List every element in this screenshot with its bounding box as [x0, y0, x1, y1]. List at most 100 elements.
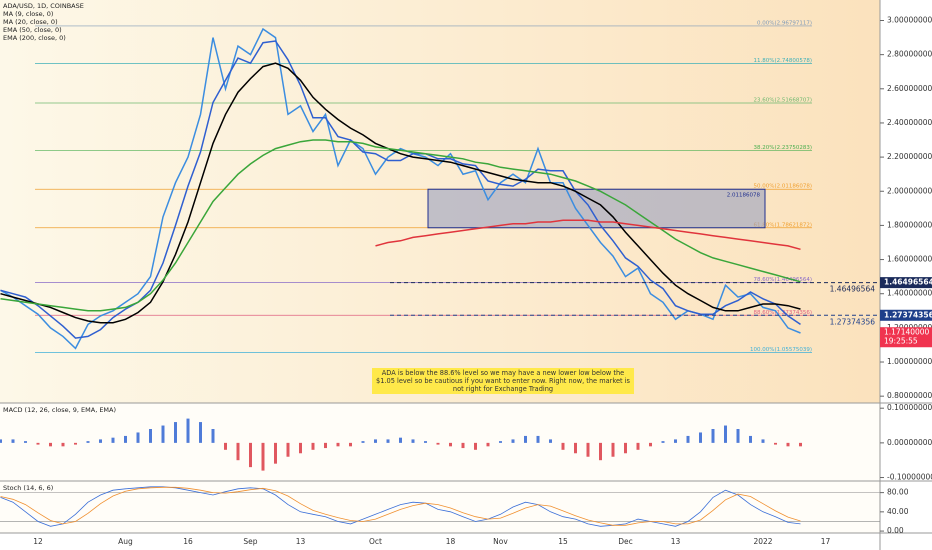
price-tag-label: 1.27374356	[884, 310, 932, 319]
histogram-bar	[274, 442, 277, 464]
y-tick-label: 2.00000000	[887, 186, 932, 195]
x-tick-label: Nov	[493, 537, 508, 546]
level-label: 1.46496564	[830, 285, 876, 294]
histogram-bar	[686, 435, 690, 443]
series-line	[0, 62, 801, 324]
series-line	[375, 219, 801, 251]
price-tag	[880, 277, 932, 289]
histogram-bar	[36, 442, 40, 445]
y-tick-label: 0.80000000	[887, 391, 932, 400]
fib-label: 0.00%(2.96797117)	[757, 20, 812, 26]
fib-label: 61.80%(1.78621872)	[753, 222, 812, 228]
x-tick-label: 16	[183, 537, 193, 546]
histogram-bar	[124, 435, 127, 443]
histogram-bar	[111, 437, 115, 443]
histogram-bar	[611, 442, 615, 457]
x-tick-label: 17	[821, 537, 831, 546]
legend-entry: ADA/USD, 1D, COINBASE	[3, 2, 84, 10]
y-tick-label: 80.00	[887, 488, 909, 497]
histogram-bar	[261, 442, 265, 471]
histogram-bar	[424, 441, 427, 443]
y-tick-label: -0.10000000	[887, 473, 932, 482]
x-tick-label: Oct	[369, 537, 382, 546]
legend-entry: MA (20, close, 0)	[3, 18, 58, 26]
y-tick-label: 2.60000000	[887, 84, 932, 93]
fib-label: 78.60%(1.46496564)	[753, 277, 812, 283]
price-tag-label: 1.17140000	[884, 328, 930, 337]
histogram-bar	[749, 435, 752, 443]
x-tick-label: 18	[446, 537, 456, 546]
histogram-bar	[436, 442, 440, 445]
histogram-bar	[374, 439, 377, 443]
histogram-bar	[0, 439, 2, 443]
fib-label: 100.00%(1.05575039)	[750, 347, 812, 353]
histogram-bar	[774, 442, 777, 445]
histogram-bar	[174, 422, 177, 443]
histogram-bar	[536, 435, 540, 443]
histogram-bar	[786, 442, 790, 447]
histogram-bar	[149, 429, 152, 443]
histogram-bar	[674, 439, 677, 443]
x-tick-label: Dec	[618, 537, 633, 546]
series-line	[0, 27, 801, 350]
y-tick-label: 2.40000000	[887, 118, 932, 127]
legend-entry: EMA (200, close, 0)	[3, 34, 66, 42]
legend-entry: MA (9, close, 0)	[3, 10, 53, 18]
x-tick-label: 13	[296, 537, 306, 546]
fib-label: 50.00%(2.01186078)	[753, 184, 812, 190]
histogram-bar	[386, 439, 390, 443]
pane-title: MACD (12, 26, close, 9, EMA, EMA)	[3, 406, 116, 414]
fib-label: 11.80%(2.74800578)	[753, 58, 812, 64]
histogram-bar	[761, 439, 765, 443]
histogram-bar	[736, 429, 740, 443]
fib-label: 38.20%(2.23750283)	[753, 145, 812, 151]
y-tick-label: 1.60000000	[887, 255, 932, 264]
y-tick-label: 0.10000000	[887, 403, 932, 412]
x-tick-label: 13	[671, 537, 681, 546]
histogram-bar	[49, 442, 52, 447]
histogram-bar	[599, 442, 602, 461]
histogram-bar	[199, 422, 202, 443]
histogram-bar	[511, 439, 515, 443]
histogram-bar	[636, 442, 640, 450]
histogram-bar	[74, 442, 77, 445]
histogram-bar	[236, 442, 240, 461]
y-tick-label: 2.80000000	[887, 50, 932, 59]
x-tick-label: 2022	[753, 537, 772, 546]
histogram-bar	[661, 441, 665, 443]
histogram-bar	[299, 442, 302, 454]
histogram-bar	[449, 442, 452, 447]
histogram-bar	[499, 441, 502, 443]
histogram-bar	[524, 435, 527, 443]
histogram-bar	[24, 441, 27, 443]
y-tick-label: 2.20000000	[887, 152, 932, 161]
histogram-bar	[586, 442, 590, 457]
x-tick-label: 15	[558, 537, 568, 546]
x-tick-label: 12	[33, 537, 43, 546]
histogram-bar	[649, 442, 652, 447]
histogram-bar	[86, 441, 90, 443]
legend-entry: EMA (50, close, 0)	[3, 26, 62, 34]
y-tick-label: 1.40000000	[887, 289, 932, 298]
y-tick-label: 1.80000000	[887, 220, 932, 229]
plot: 12 Aug 16 Sep 13 Oct 18 Nov 15 Dec 13 2022 17 0.80000…	[0, 15, 932, 546]
histogram-bar	[99, 439, 102, 443]
indicator-pane	[0, 403, 880, 533]
histogram-bar	[211, 429, 215, 443]
series-line	[0, 486, 801, 527]
histogram-bar	[349, 442, 352, 447]
y-tick-label: 1.00000000	[887, 357, 932, 366]
x-tick-label: Sep	[243, 537, 257, 546]
histogram-bar	[574, 442, 577, 454]
histogram-bar	[711, 429, 715, 443]
y-tick-label: 3.00000000	[887, 15, 932, 24]
y-tick-label: 40.00	[887, 507, 909, 516]
histogram-bar	[399, 437, 402, 443]
histogram-bar	[624, 442, 627, 454]
histogram-bar	[361, 441, 365, 443]
histogram-bar	[224, 442, 227, 450]
histogram-bar	[186, 418, 190, 443]
histogram-bar	[286, 442, 290, 457]
price-tag-label: 1.46496564	[884, 278, 932, 287]
